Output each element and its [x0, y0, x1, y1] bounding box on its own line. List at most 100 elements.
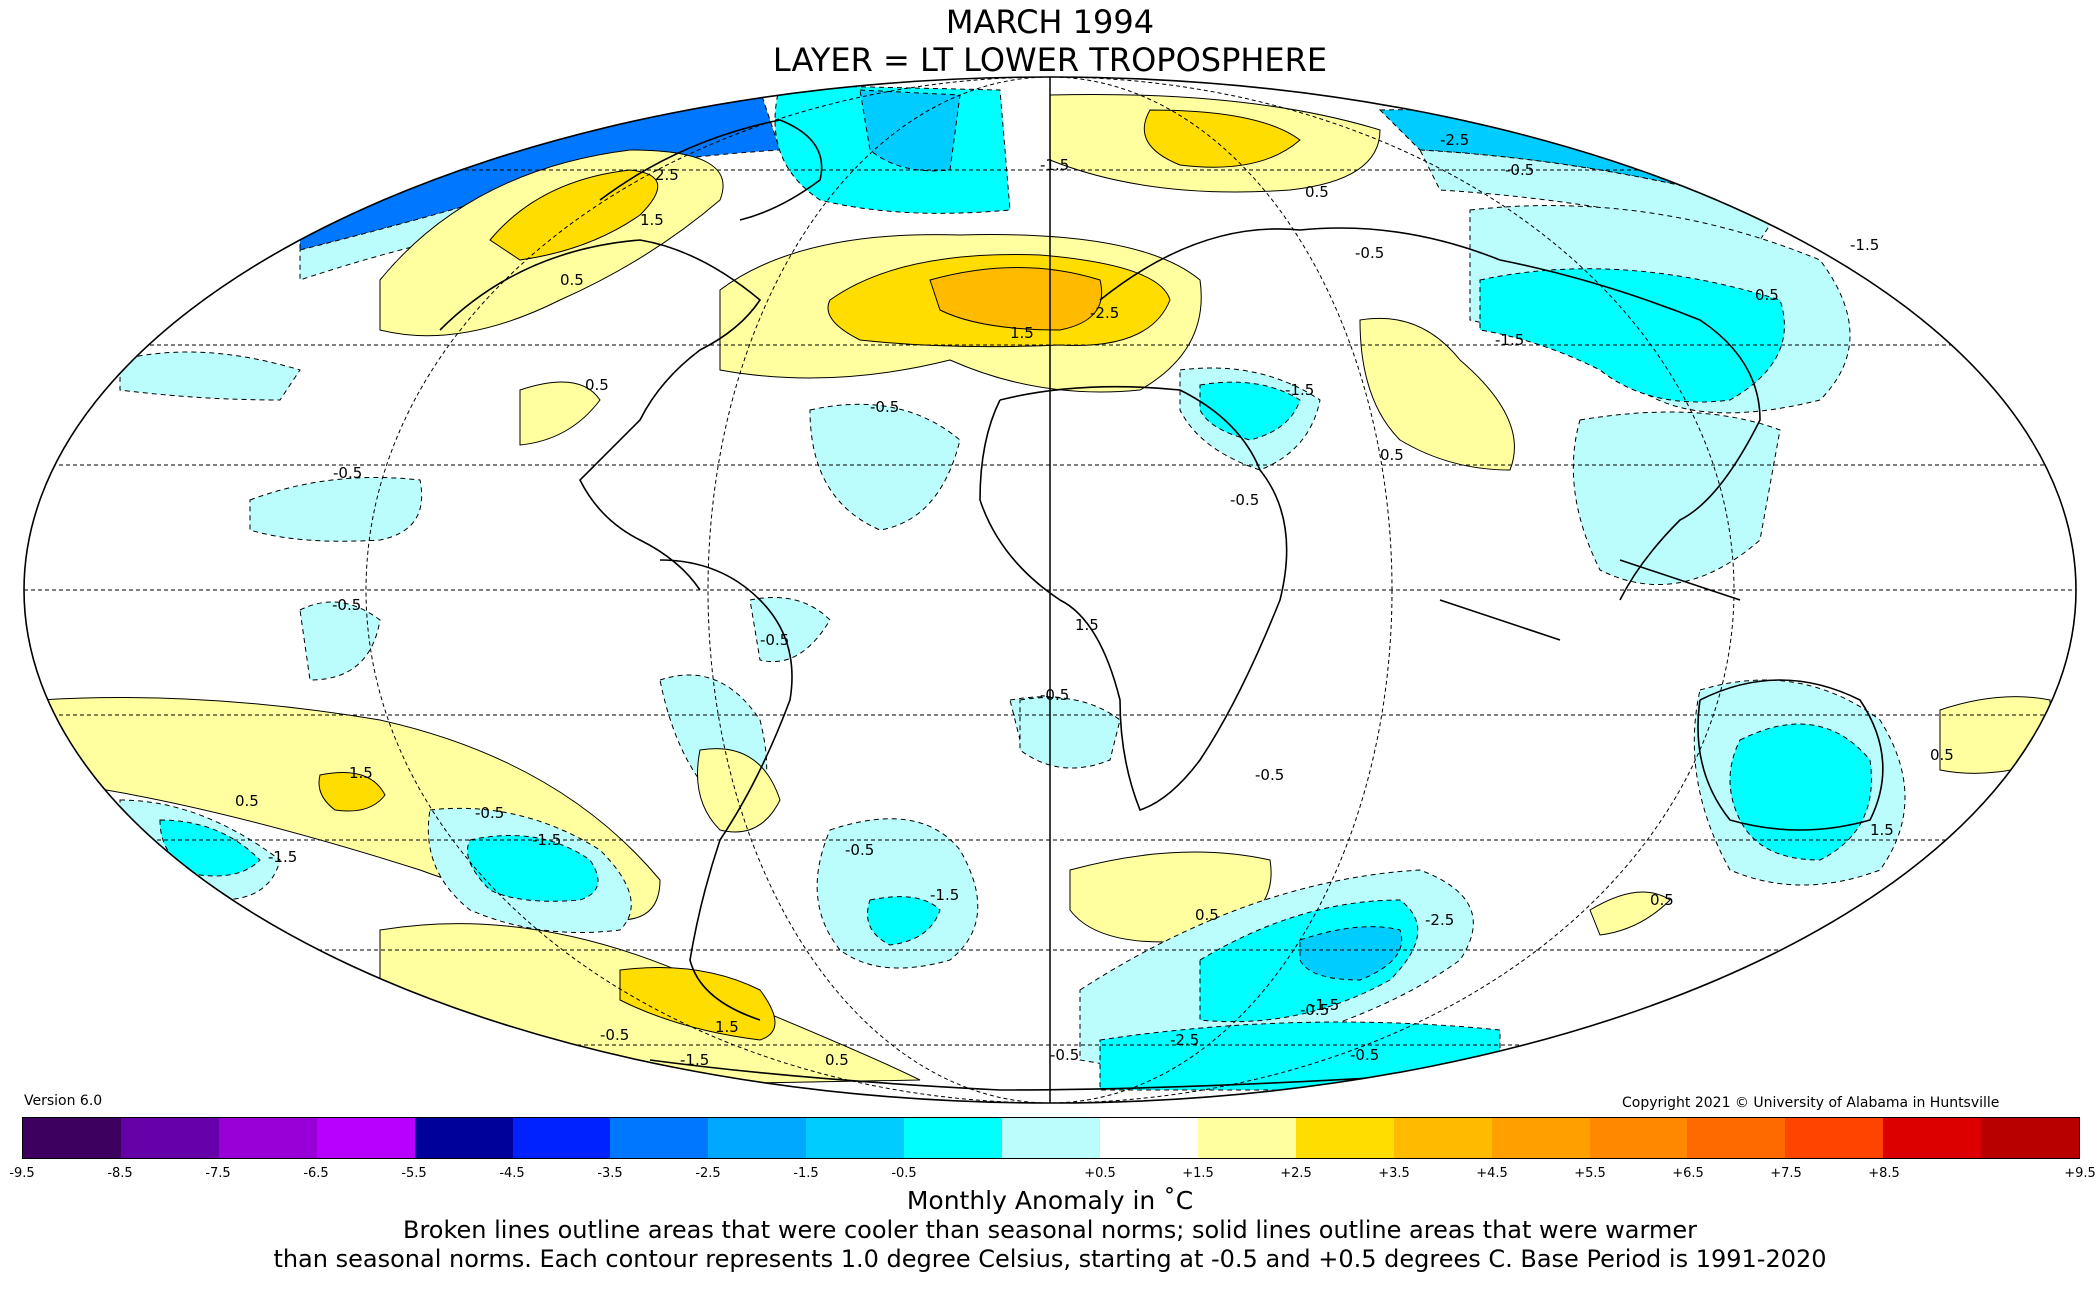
contour-label: 0.5: [825, 1051, 849, 1069]
copyright-label: Copyright 2021 © University of Alabama i…: [1622, 1095, 2000, 1111]
contour-label: 0.5: [235, 792, 259, 810]
colorbar-tick-label: -2.5: [695, 1166, 721, 1181]
colorbar-segment: [1295, 1118, 1394, 1158]
contour-label: -2.5: [1425, 911, 1454, 929]
map-border: [23, 76, 2077, 1104]
contour-label: -0.5: [1255, 766, 1284, 784]
contour-label: 0.5: [1755, 286, 1779, 304]
contour-label: -1.5: [532, 831, 561, 849]
colorbar-tick-label: +7.5: [1770, 1166, 1802, 1181]
colorbar-segment: [610, 1118, 709, 1158]
colorbar: [22, 1117, 2080, 1159]
colorbar-segment: [23, 1118, 121, 1158]
colorbar-segment: [414, 1118, 513, 1158]
contour-label: 1.5: [640, 211, 664, 229]
contour-label: 0.5: [1930, 746, 1954, 764]
colorbar-segment: [1687, 1118, 1786, 1158]
colorbar-segment: [1491, 1118, 1590, 1158]
contour-label: -1.5: [268, 848, 297, 866]
colorbar-segment: [904, 1118, 1003, 1158]
contour-label: -0.5: [845, 841, 874, 859]
colorbar-segment: [1589, 1118, 1688, 1158]
contour-label: -0.5: [1050, 1046, 1079, 1064]
contour-label: -0.5: [870, 398, 899, 416]
colorbar-segment: [512, 1118, 611, 1158]
contour-label: -0.5: [1040, 686, 1069, 704]
colorbar-tick-label: -6.5: [303, 1166, 329, 1181]
colorbar-segment: [708, 1118, 807, 1158]
cold-region-south-atlantic: [816, 818, 979, 969]
contour-label: 1.5: [1010, 324, 1034, 342]
contour-label: 0.5: [1195, 906, 1219, 924]
contour-label: -1.5: [1040, 156, 1069, 174]
contour-label: -0.5: [332, 596, 361, 614]
contour-label: -0.5: [1505, 161, 1534, 179]
contour-label: 2.5: [655, 166, 679, 184]
contour-label: -0.5: [333, 464, 362, 482]
caption-line-1: Broken lines outline areas that were coo…: [403, 1216, 1697, 1244]
colorbar-tick-label: +0.5: [1084, 1166, 1116, 1181]
contour-label: -0.5: [760, 631, 789, 649]
colorbar-tick-label: +3.5: [1378, 1166, 1410, 1181]
contour-label: -1.5: [930, 886, 959, 904]
contour-labels: 0.5 -0.5 -1.5 -2.5 1.5 2.5 -0.5 0.5 -1.5…: [235, 131, 1954, 1069]
colorbar-tick-label: -7.5: [205, 1166, 231, 1181]
contour-label: -2.5: [1090, 304, 1119, 322]
colorbar-segment: [1099, 1118, 1198, 1158]
version-label: Version 6.0: [24, 1093, 103, 1109]
colorbar-segment: [1393, 1118, 1492, 1158]
colorbar-tick-label: +5.5: [1574, 1166, 1606, 1181]
colorbar-tick-label: +1.5: [1182, 1166, 1214, 1181]
contour-label: -2.5: [1440, 131, 1469, 149]
colorbar-tick-label: -9.5: [9, 1166, 35, 1181]
contour-label: -0.5: [1230, 491, 1259, 509]
colorbar-segment: [120, 1118, 219, 1158]
contour-label: -1.5: [1495, 331, 1524, 349]
map-title: MARCH 1994: [945, 3, 1155, 41]
contour-label: 0.5: [1650, 891, 1674, 909]
contour-label: 1.5: [1870, 821, 1894, 839]
contour-label: 1.5: [1075, 616, 1099, 634]
caption-line-2: than seasonal norms. Each contour repres…: [273, 1245, 1827, 1273]
colorbar-tick-label: +9.5: [2064, 1166, 2096, 1181]
map-subtitle: LAYER = LT LOWER TROPOSPHERE: [772, 41, 1328, 79]
colorbar-segment: [1197, 1118, 1296, 1158]
contour-label: 1.5: [715, 1018, 739, 1036]
contour-label: -1.5: [680, 1051, 709, 1069]
contour-label: 0.5: [585, 376, 609, 394]
colorbar-tick-label: -3.5: [597, 1166, 623, 1181]
colorbar-segment: [1785, 1118, 1884, 1158]
colorbar-tick-label: -0.5: [891, 1166, 917, 1181]
colorbar-tick-label: -8.5: [107, 1166, 133, 1181]
colorbar-tick-label: +4.5: [1476, 1166, 1508, 1181]
coastlines: [439, 119, 1884, 1091]
colorbar-segment: [1981, 1118, 2080, 1158]
colorbar-tick-label: -1.5: [793, 1166, 819, 1181]
colorbar-tick-label: +2.5: [1280, 1166, 1312, 1181]
anomaly-map: 0.5 -0.5 -1.5 -2.5 1.5 2.5 -0.5 0.5 -1.5…: [23, 76, 2077, 1104]
contour-label: -0.5: [1350, 1046, 1379, 1064]
contour-label: -0.5: [1300, 1001, 1329, 1019]
contour-label: 0.5: [560, 271, 584, 289]
contour-label: 0.5: [1380, 446, 1404, 464]
contour-label: -0.5: [1355, 244, 1384, 262]
colorbar-tick-label: -4.5: [499, 1166, 525, 1181]
warm-region-india: [1359, 317, 1515, 471]
colorbar-tick-label: -5.5: [401, 1166, 427, 1181]
colorbar-segment: [1002, 1118, 1100, 1158]
colorbar-segment: [218, 1118, 317, 1158]
contour-label: -1.5: [1310, 996, 1339, 1014]
colorbar-tick-label: +8.5: [1868, 1166, 1900, 1181]
contour-label: 1.5: [349, 764, 373, 782]
colorbar-segment: [806, 1118, 905, 1158]
colorbar-segment: [316, 1118, 415, 1158]
contour-label: -0.5: [600, 1026, 629, 1044]
contour-label: 0.5: [1305, 183, 1329, 201]
contour-label: -1.5: [1850, 236, 1879, 254]
colorbar-tick-label: +6.5: [1672, 1166, 1704, 1181]
colorbar-segment: [1883, 1118, 1982, 1158]
contour-label: -2.5: [1170, 1031, 1199, 1049]
colorbar-label: Monthly Anomaly in ˚C: [906, 1186, 1194, 1215]
contour-label: -0.5: [475, 804, 504, 822]
contour-label: -1.5: [1285, 381, 1314, 399]
